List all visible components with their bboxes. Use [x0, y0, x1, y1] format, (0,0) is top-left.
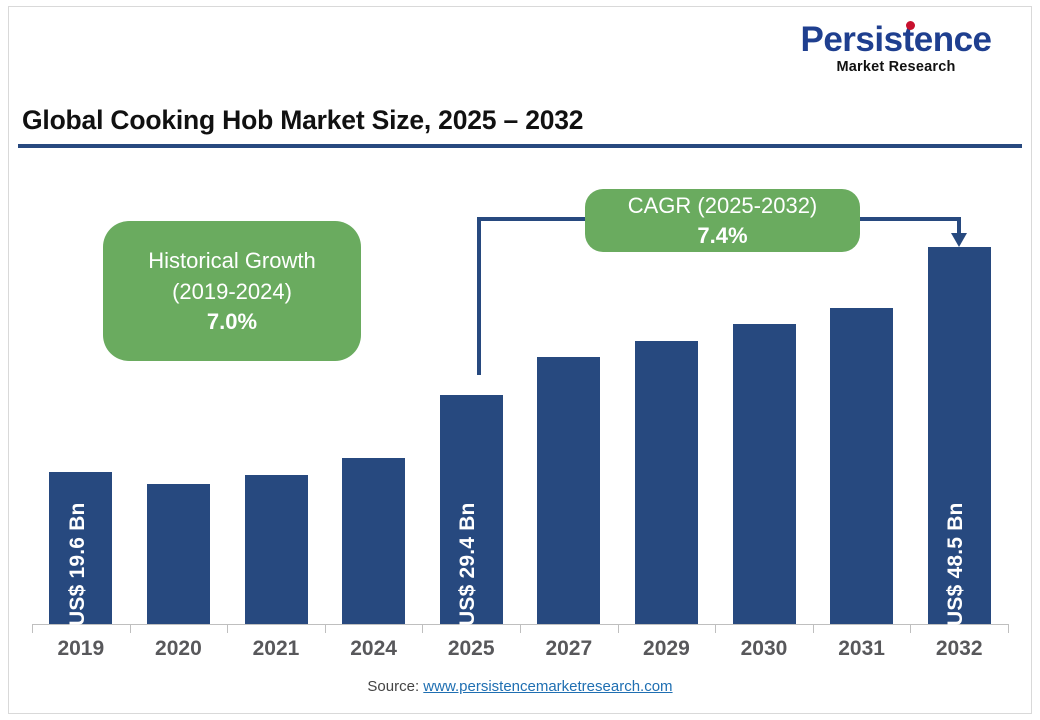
x-tick-2027 [520, 624, 521, 633]
bar-2031 [830, 308, 894, 624]
x-axis-label-2032: 2032 [935, 637, 983, 660]
x-tick-2030 [715, 624, 717, 633]
cagr-label: CAGR (2025-2032) [627, 193, 818, 218]
x-tick-2024 [324, 624, 326, 633]
historical-growth-value: 7.0% [206, 309, 258, 334]
page-title: Global Cooking Hob Market Size, 2025 – 2… [22, 105, 584, 135]
bar-2025 [439, 395, 503, 624]
logo-wordmark: Persistence [800, 20, 992, 59]
bar-value-label-2032: US$ 48.5 Bn [944, 502, 968, 626]
logo-dot-icon [906, 21, 916, 30]
x-axis-label-2020: 2020 [155, 637, 202, 660]
source-link[interactable]: www.persistencemarketresearch.com [423, 678, 673, 695]
source-note: Source: www.persistencemarketresearch.co… [0, 678, 1040, 695]
x-tick-2025 [422, 624, 424, 633]
bar-2020 [146, 484, 210, 624]
company-logo: Persistence Market Research [786, 20, 1006, 75]
bar-2030 [732, 323, 796, 624]
x-tick-2020 [129, 624, 131, 633]
x-tick-2031 [812, 624, 814, 633]
logo-wordmark-text: Persistence [800, 20, 992, 59]
x-tick-2029 [617, 624, 619, 633]
logo-tagline: Market Research [836, 59, 956, 75]
source-prefix: Source: [367, 678, 424, 695]
bar-2027 [537, 356, 601, 624]
x-axis-label-2025: 2025 [447, 637, 495, 660]
x-tick-2021 [227, 624, 229, 633]
bar-2029 [634, 341, 698, 624]
historical-growth-line2: (2019-2024) [172, 279, 292, 304]
x-axis-label-2031: 2031 [838, 637, 885, 660]
x-axis-label-2019: 2019 [57, 637, 105, 660]
x-tick-2032 [910, 624, 912, 633]
historical-growth-line1: Historical Growth [148, 248, 316, 273]
bar-2024 [342, 457, 406, 624]
cagr-callout: CAGR (2025-2032) 7.4% [585, 189, 860, 252]
bar-value-label-2025: US$ 29.4 Bn [456, 502, 480, 626]
x-tick-end [1008, 624, 1009, 633]
x-axis-label-2030: 2030 [740, 637, 788, 660]
x-tick-2019 [32, 624, 33, 633]
bar-2021 [244, 474, 308, 624]
title-underline [18, 144, 1022, 148]
x-axis-label-2021: 2021 [252, 637, 300, 660]
x-axis-label-2024: 2024 [350, 637, 397, 660]
bar-value-label-2019: US$ 19.6 Bn [65, 502, 89, 626]
historical-growth-callout: Historical Growth (2019-2024) 7.0% [103, 221, 361, 361]
cagr-value: 7.4% [697, 223, 748, 248]
x-axis-label-2029: 2029 [643, 637, 690, 660]
bar-2019 [49, 471, 113, 624]
x-axis-label-2027: 2027 [545, 637, 593, 660]
